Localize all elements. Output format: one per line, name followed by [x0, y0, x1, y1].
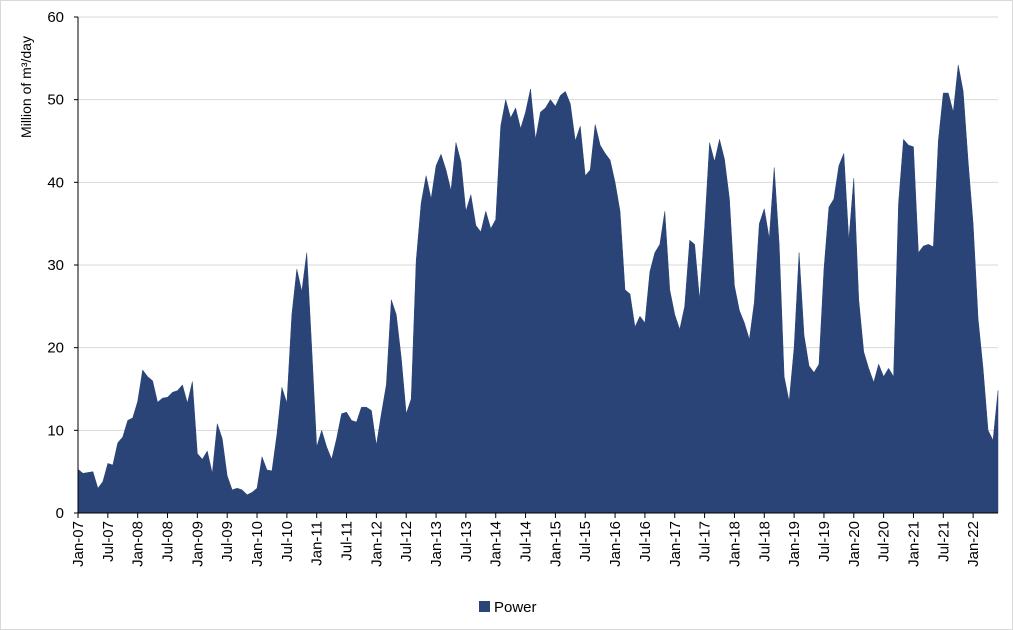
- legend-swatch-power: [479, 601, 490, 612]
- y-tick-label-10: 10: [47, 422, 64, 439]
- x-tick-label-Jan-09: Jan-09: [189, 521, 206, 567]
- x-tick-label-Jan-20: Jan-20: [846, 521, 863, 567]
- x-tick-label-Jan-19: Jan-19: [786, 521, 803, 567]
- y-tick-label-40: 40: [47, 174, 64, 191]
- x-tick-label-Jul-11: Jul-11: [339, 521, 356, 561]
- x-tick-label-Jan-11: Jan-11: [309, 521, 326, 566]
- y-tick-label-30: 30: [47, 257, 64, 274]
- legend-label-power: Power: [494, 599, 537, 616]
- x-tick-label-Jul-19: Jul-19: [816, 521, 833, 562]
- x-tick-label-Jan-21: Jan-21: [905, 521, 922, 567]
- legend: Power: [479, 599, 537, 616]
- x-tick-label-Jul-13: Jul-13: [458, 521, 475, 562]
- x-tick-label-Jan-08: Jan-08: [130, 521, 147, 567]
- x-tick-label-Jul-12: Jul-12: [398, 521, 415, 562]
- x-tick-label-Jan-07: Jan-07: [70, 521, 87, 567]
- x-tick-label-Jul-21: Jul-21: [935, 521, 952, 562]
- x-tick-label-Jan-18: Jan-18: [726, 521, 743, 567]
- x-tick-label-Jan-16: Jan-16: [607, 521, 624, 567]
- x-tick-label-Jan-12: Jan-12: [368, 521, 385, 567]
- x-tick-label-Jul-15: Jul-15: [577, 521, 594, 562]
- x-tick-label-Jul-07: Jul-07: [100, 521, 117, 562]
- area-series: [77, 64, 999, 514]
- x-tick-label-Jan-10: Jan-10: [249, 521, 266, 567]
- x-tick-label-Jan-14: Jan-14: [488, 521, 505, 567]
- x-tick-label-Jan-22: Jan-22: [965, 521, 982, 567]
- y-tick-label-0: 0: [56, 505, 64, 522]
- x-tick-label-Jul-20: Jul-20: [876, 521, 893, 562]
- x-tick-label-Jan-17: Jan-17: [667, 521, 684, 567]
- x-tick-label-Jul-08: Jul-08: [160, 521, 177, 562]
- area-power: [77, 64, 999, 514]
- x-tick-label-Jul-16: Jul-16: [637, 521, 654, 562]
- x-tick-labels: Jan-07 Jul-07 Jan-08 Jul-08 Jan-09 Jul-09 Jan-…: [70, 513, 982, 567]
- y-axis-title: Million of m³/day: [18, 36, 34, 138]
- x-tick-label-Jul-09: Jul-09: [219, 521, 236, 562]
- x-tick-label-Jul-14: Jul-14: [518, 521, 535, 562]
- y-tick-label-50: 50: [47, 92, 64, 109]
- y-tick-label-60: 60: [47, 9, 64, 26]
- y-tick-labels: 0 10 20 30 40 50 60: [47, 9, 78, 522]
- y-tick-label-20: 20: [47, 340, 64, 357]
- x-tick-label-Jan-13: Jan-13: [428, 521, 445, 567]
- x-tick-label-Jul-18: Jul-18: [756, 521, 773, 562]
- x-tick-label-Jul-10: Jul-10: [279, 521, 296, 562]
- x-tick-label-Jul-17: Jul-17: [697, 521, 714, 562]
- x-tick-label-Jan-15: Jan-15: [547, 521, 564, 567]
